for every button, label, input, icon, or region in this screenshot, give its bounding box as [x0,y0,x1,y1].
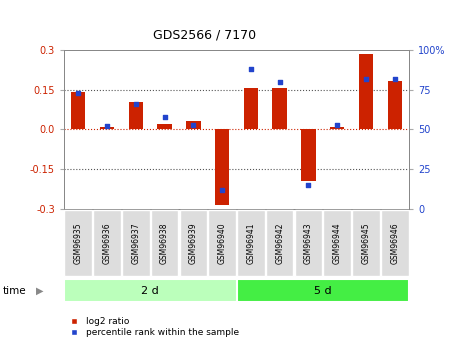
Text: GSM96936: GSM96936 [103,223,112,264]
Text: GSM96943: GSM96943 [304,223,313,264]
Bar [186,121,201,129]
FancyBboxPatch shape [295,210,322,276]
Point [190,122,197,127]
Text: GSM96937: GSM96937 [131,223,140,264]
Text: GSM96945: GSM96945 [361,223,370,264]
Text: GSM96935: GSM96935 [74,223,83,264]
Point [103,124,111,129]
Text: GSM96944: GSM96944 [333,223,342,264]
Text: GDS2566 / 7170: GDS2566 / 7170 [153,28,256,41]
FancyBboxPatch shape [237,210,265,276]
Bar [158,124,172,129]
Point [362,76,370,81]
Bar [359,54,373,129]
Point [74,90,82,96]
Text: GSM96938: GSM96938 [160,223,169,264]
Bar [129,102,143,129]
Bar [387,81,402,129]
Bar [100,127,114,129]
Bar [301,129,315,181]
Bar [215,129,229,205]
Text: time: time [2,286,26,296]
FancyBboxPatch shape [122,210,149,276]
Bar [244,88,258,129]
Point [247,66,254,72]
Bar [272,88,287,129]
Bar [71,91,86,129]
FancyBboxPatch shape [93,210,121,276]
FancyBboxPatch shape [208,210,236,276]
FancyBboxPatch shape [236,279,409,302]
Point [276,79,283,85]
FancyBboxPatch shape [151,210,178,276]
Text: GSM96940: GSM96940 [218,223,227,264]
FancyBboxPatch shape [64,210,92,276]
Text: 2 d: 2 d [141,286,159,296]
FancyBboxPatch shape [324,210,351,276]
Text: ▶: ▶ [35,286,43,296]
Point [219,187,226,193]
Point [391,76,399,81]
Point [305,182,312,188]
Bar [330,127,344,129]
Legend: log2 ratio, percentile rank within the sample: log2 ratio, percentile rank within the s… [61,314,243,341]
FancyBboxPatch shape [64,279,236,302]
FancyBboxPatch shape [381,210,409,276]
FancyBboxPatch shape [352,210,380,276]
Text: GSM96939: GSM96939 [189,223,198,264]
Text: 5 d: 5 d [314,286,332,296]
Text: GSM96941: GSM96941 [246,223,255,264]
Text: GSM96942: GSM96942 [275,223,284,264]
Point [333,122,341,127]
Text: GSM96946: GSM96946 [390,223,399,264]
FancyBboxPatch shape [180,210,207,276]
Point [161,114,168,119]
FancyBboxPatch shape [266,210,293,276]
Point [132,101,140,107]
